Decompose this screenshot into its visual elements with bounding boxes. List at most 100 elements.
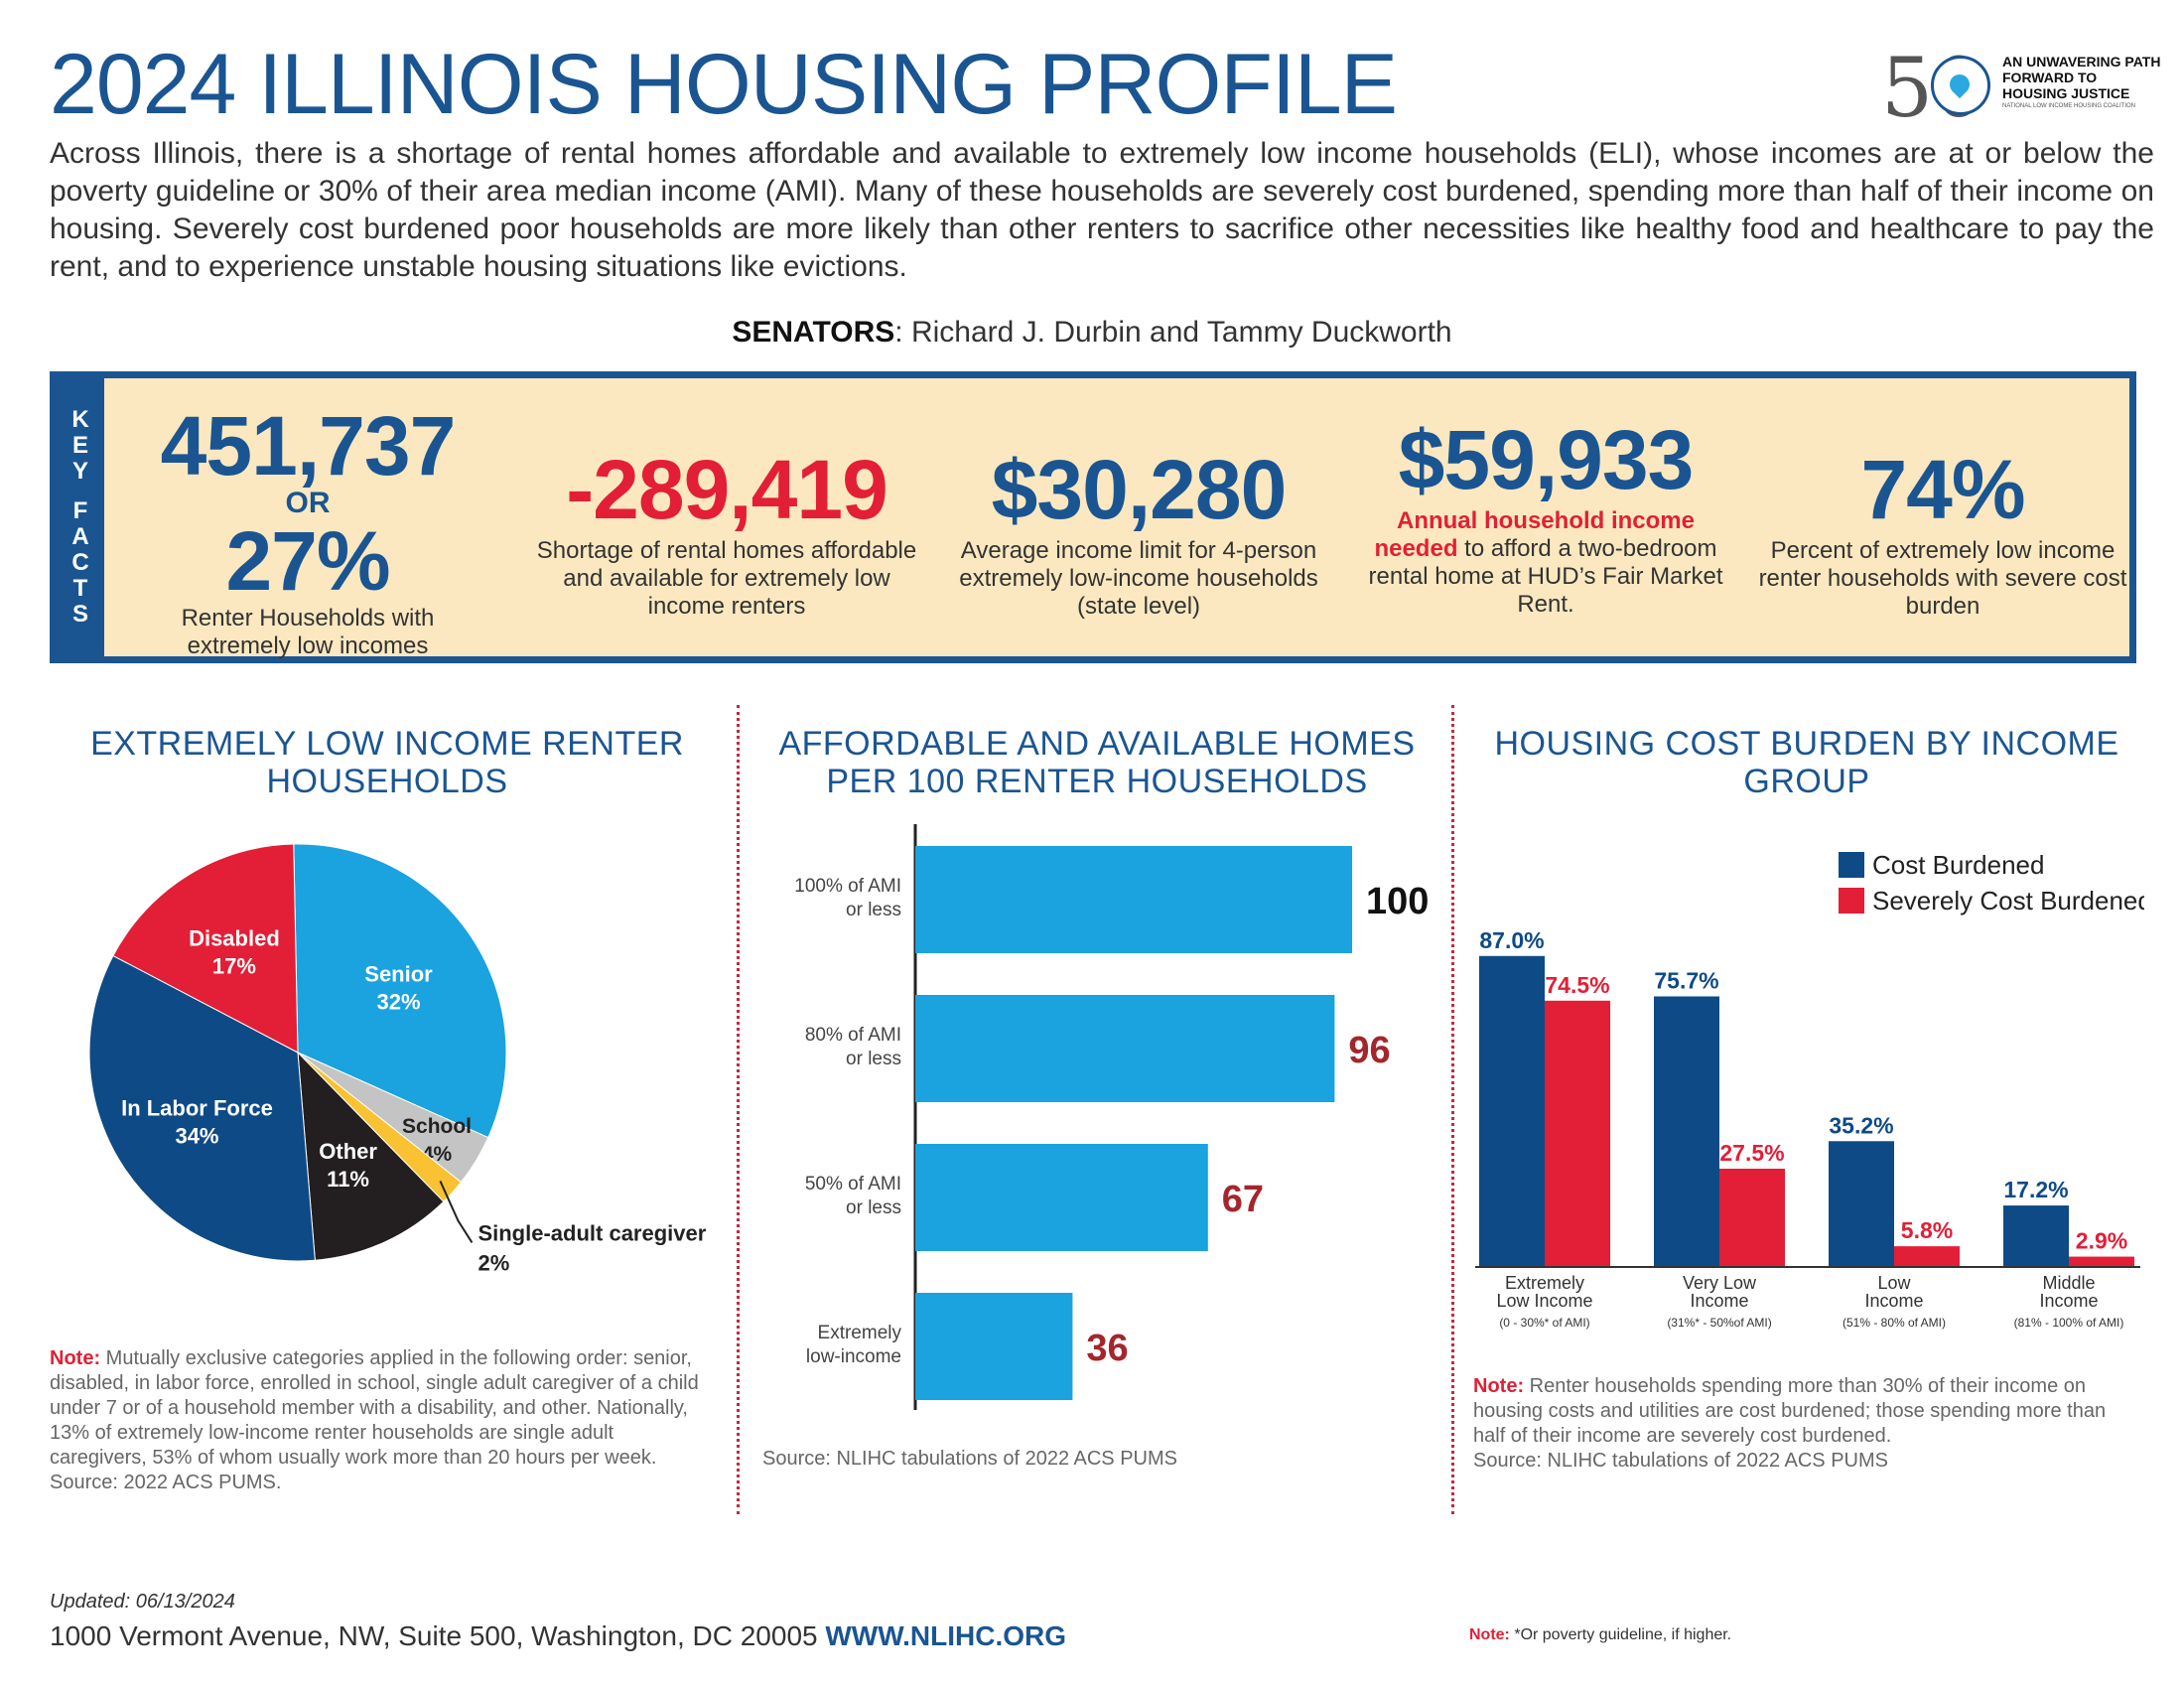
category-label: Income <box>1864 1291 1923 1311</box>
pie-label-name: School <box>402 1115 472 1138</box>
key-fact-value: 451,737 <box>160 399 457 492</box>
key-fact-desc: Annual household income needed to afford… <box>1368 507 1723 618</box>
bar-value-label: 35.2% <box>1829 1112 1893 1138</box>
category-label: Income <box>1690 1291 1748 1311</box>
senators-line: SENATORS: Richard J. Durbin and Tammy Du… <box>0 316 2184 350</box>
bar-category-label: 80% of AMI <box>805 1025 901 1046</box>
bar-chart-source: Source: NLIHC tabulations of 2022 ACS PU… <box>762 1448 1177 1470</box>
bar-value-label: 27.5% <box>1719 1140 1784 1166</box>
bar-50-of-ami-or-less <box>915 1144 1208 1251</box>
category-label: Extremely <box>1505 1273 1584 1293</box>
category-label: Low Income <box>1496 1291 1592 1311</box>
senators-names: : Richard J. Durbin and Tammy Duckworth <box>894 316 1452 349</box>
bar-category-label: or less <box>846 1049 901 1069</box>
bar-category-label: 100% of AMI <box>794 876 901 897</box>
logo-org: NATIONAL LOW INCOME HOUSING COALITION <box>2002 103 2136 109</box>
intro-paragraph: Across Illinois, there is a shortage of … <box>50 137 2154 283</box>
key-fact-value: $30,280 <box>991 443 1288 536</box>
bar-chart-title: AFFORDABLE AND AVAILABLE HOMES PER 100 R… <box>778 725 1416 800</box>
nlihc-50th-logo: 50 AN UNWAVERING PATH FORWARD TO HOUSING… <box>1881 42 2161 136</box>
pie-label-name: In Labor Force <box>121 1095 273 1120</box>
category-label: Very Low <box>1683 1273 1757 1293</box>
pie-label-value: 32% <box>376 990 420 1015</box>
key-fact-desc: Average income limit for 4-person extrem… <box>959 537 1318 620</box>
category-sublabel: (51% - 80% of AMI) <box>1843 1316 1946 1330</box>
anniversary-seal-icon <box>1931 56 1990 115</box>
bar-severely-cost-burdened-middle-income <box>2069 1256 2134 1267</box>
legend-label: Severely Cost Burdened <box>1872 886 2144 915</box>
pie-label-name: Other <box>319 1139 377 1164</box>
key-fact-shortage: -289,419 Shortage of rental homes afford… <box>533 448 920 621</box>
bar-extremely-low-income <box>915 1293 1073 1400</box>
pie-chart-title: EXTREMELY LOW INCOME RENTER HOUSEHOLDS <box>90 725 684 800</box>
pie-label-name: Senior <box>364 962 433 987</box>
pie-label-value: 17% <box>212 953 256 978</box>
category-sublabel: (81% - 100% of AMI) <box>2014 1316 2124 1330</box>
bar-severely-cost-burdened-low-income <box>1894 1246 1960 1267</box>
bar-category-label: or less <box>846 900 901 920</box>
pie-note: Note: Mutually exclusive categories appl… <box>50 1347 699 1493</box>
website-link[interactable]: WWW.NLIHC.ORG <box>825 1620 1066 1651</box>
bar-value-label: 67 <box>1222 1179 1264 1220</box>
pie-label-value: 34% <box>175 1123 218 1148</box>
bar-100-of-ami-or-less <box>915 846 1352 953</box>
senators-label: SENATORS <box>732 316 895 349</box>
bar-cost-burdened-extremely-low-income <box>1479 955 1545 1267</box>
key-fact-housing-wage: $59,933 Annual household income needed t… <box>1367 418 1724 619</box>
pie-slice-other <box>297 1051 445 1261</box>
key-fact-or: OR <box>285 487 331 519</box>
key-fact-value-percent: 27% <box>225 514 390 608</box>
bar-cost-burdened-middle-income <box>2003 1205 2069 1267</box>
burden-chart-title: HOUSING COST BURDEN BY INCOME GROUP <box>1494 725 2119 800</box>
key-fact-highlight: Annual household income needed <box>1374 507 1695 562</box>
category-sublabel: (0 - 30%* of AMI) <box>1499 1316 1589 1330</box>
bar-severely-cost-burdened-extremely-low-income <box>1545 1000 1610 1267</box>
pie-slice-senior <box>293 843 507 1139</box>
bar-value-label: 87.0% <box>1479 927 1544 953</box>
section-divider <box>737 705 740 1514</box>
key-fact-value: -289,419 <box>566 443 888 536</box>
pie-slice-disabled <box>112 843 299 1054</box>
bar-value-label: 75.7% <box>1654 967 1718 993</box>
burden-note: Note: Renter households spending more th… <box>1473 1375 2107 1472</box>
legend-swatch-severely-cost-burdened <box>1839 888 1864 914</box>
bar-value-label: 5.8% <box>1901 1217 1953 1243</box>
bar-value-label: 17.2% <box>2003 1177 2068 1202</box>
category-sublabel: (31%* - 50%of AMI) <box>1667 1316 1771 1330</box>
bar-value-label: 74.5% <box>1545 972 1609 998</box>
category-label: Low <box>1877 1273 1911 1293</box>
key-fact-desc: Percent of extremely low income renter h… <box>1758 537 2127 620</box>
address-line: 1000 Vermont Avenue, NW, Suite 500, Wash… <box>50 1620 1066 1651</box>
category-label: Middle <box>2042 1273 2095 1293</box>
key-fact-eli-households: 451,737 OR 27% Renter Households with ex… <box>144 404 472 660</box>
section-divider <box>1451 705 1454 1514</box>
bar-80-of-ami-or-less <box>915 995 1335 1102</box>
updated-date: Updated: 06/13/2024 <box>50 1591 235 1613</box>
pie-label-name: Disabled <box>189 925 280 950</box>
homes-per-100-bar-chart: 100 100% of AMI or less 96 80% of AMI or less… <box>794 824 1429 1410</box>
poverty-footnote: Note: *Or poverty guideline, if higher. <box>1469 1626 1732 1643</box>
bar-category-label: or less <box>846 1197 901 1218</box>
key-fact-value: 74% <box>1860 443 2025 536</box>
key-fact-income-limit: $30,280 Average income limit for 4-perso… <box>940 448 1337 621</box>
bar-category-label: 50% of AMI <box>805 1174 901 1195</box>
key-fact-desc: Shortage of rental homes affordable and … <box>536 537 917 620</box>
logo-tagline: AN UNWAVERING PATH FORWARD TO HOUSING JU… <box>2002 54 2161 109</box>
bar-value-label: 2.9% <box>2076 1228 2127 1254</box>
legend-swatch-cost-burdened <box>1839 852 1864 878</box>
pie-leader-line <box>439 1181 474 1243</box>
page-title: 2024 ILLINOIS HOUSING PROFILE <box>50 37 1398 132</box>
pie-label-value: 11% <box>327 1167 369 1192</box>
bar-category-label: Extremely <box>818 1323 902 1343</box>
bar-value-label: 96 <box>1348 1030 1390 1071</box>
key-fact-value: $59,933 <box>1398 413 1695 506</box>
pie-label-value: 2% <box>478 1250 509 1275</box>
category-label: Income <box>2039 1291 2098 1311</box>
pie-label-name: Single-adult caregiver <box>478 1220 706 1245</box>
legend-label: Cost Burdened <box>1872 850 2044 880</box>
bar-value-label: 100 <box>1366 881 1429 922</box>
